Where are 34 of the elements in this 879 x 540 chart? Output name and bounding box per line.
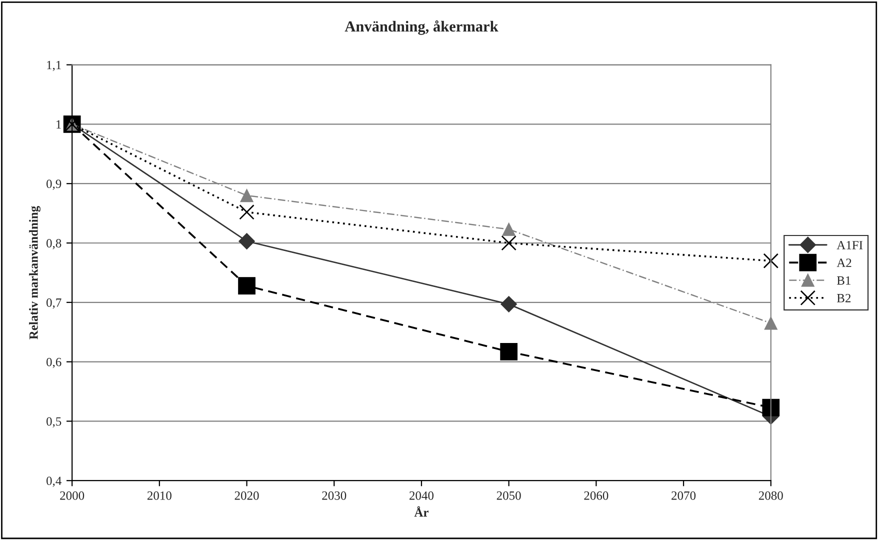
y-tick-label: 0,5 [46,417,62,428]
point [501,235,516,251]
legend-label: A1FI [836,241,863,250]
chart-title: Användning, åkermark [344,20,498,35]
point [500,296,518,312]
x-tick-label: 2000 [60,491,84,500]
x-tick-label: 2060 [584,491,608,500]
y-axis-title: Relativ markanvändning [29,206,40,340]
y-tick-label: 0,7 [46,298,62,309]
point [238,277,256,294]
y-tick-label: 0,4 [46,476,62,487]
x-tick-label: 2020 [234,491,259,500]
x-tick-label: 2040 [410,491,434,500]
legend-label: A2 [836,258,852,267]
x-tick-label: 2080 [758,491,783,500]
x-tick-label: 2030 [322,491,346,500]
y-tick-label: 0,8 [46,239,62,250]
x-tick-label: 2010 [147,491,172,500]
y-tick-label: 1 [56,120,61,129]
x-axis-title: År [414,506,428,517]
x-tick-label: 2070 [672,491,696,500]
y-tick-label: 1,1 [47,60,61,72]
legend-label: B2 [836,294,851,302]
legend-label: B1 [836,276,850,285]
point [762,398,780,416]
point [763,253,779,268]
point [239,204,254,220]
x-tick-label: 2050 [496,491,521,500]
point [502,222,516,236]
y-tick-label: 0,6 [46,358,62,368]
point [500,343,518,360]
y-tick-label: 0,9 [46,180,62,190]
point [238,233,255,250]
point [240,188,254,202]
